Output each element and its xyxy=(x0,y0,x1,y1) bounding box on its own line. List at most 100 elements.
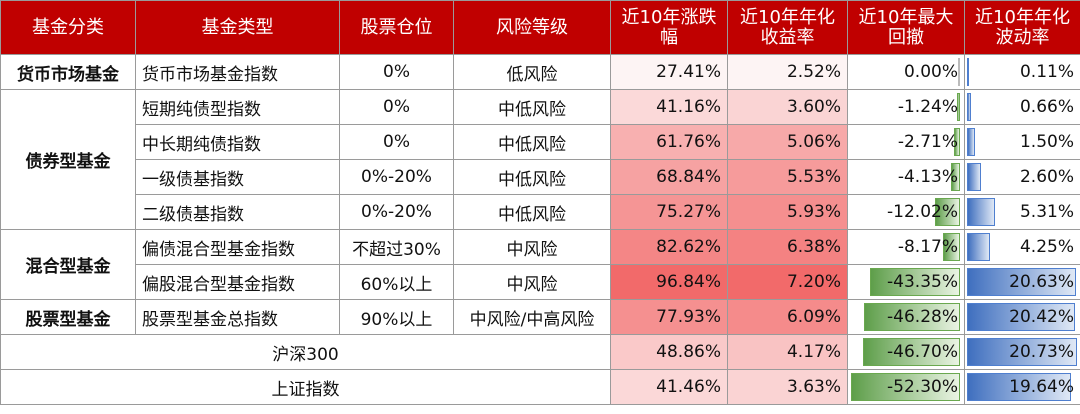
volatility-bar xyxy=(967,128,975,156)
header-category: 基金分类 xyxy=(0,0,136,55)
stock-position-cell: 60%以上 xyxy=(339,264,454,300)
risk-level-cell: 中低风险 xyxy=(453,124,611,160)
table-row: 货币市场基金 货币市场基金指数 0% 低风险 27.41% 2.52% 0.00% 0.11% xyxy=(0,54,1080,90)
drawdown-bar xyxy=(954,128,960,156)
drawdown-bar xyxy=(862,338,960,366)
volatility-cell: 4.25% xyxy=(964,229,1080,265)
volatility-value: 5.31% xyxy=(1019,202,1074,222)
stock-position-cell: 90%以上 xyxy=(339,299,454,335)
volatility-cell: 20.42% xyxy=(964,299,1080,335)
fund-type-cell: 偏股混合型基金指数 xyxy=(135,264,340,300)
change-cell: 68.84% xyxy=(610,159,728,195)
stock-position-cell: 0% xyxy=(339,124,454,160)
drawdown-value: -43.35% xyxy=(887,272,958,292)
change-cell: 41.16% xyxy=(610,89,728,125)
drawdown-value: 0.00% xyxy=(903,62,958,82)
change-cell: 27.41% xyxy=(610,54,728,90)
volatility-bar xyxy=(967,233,990,261)
drawdown-bar xyxy=(934,198,960,226)
volatility-value: 20.73% xyxy=(1009,342,1074,362)
annual-return-cell: 5.53% xyxy=(727,159,848,195)
stock-position-cell: 0%-20% xyxy=(339,159,454,195)
drawdown-bar xyxy=(958,58,960,86)
fund-type-cell: 短期纯债型指数 xyxy=(135,89,340,125)
annual-return-cell: 2.52% xyxy=(727,54,848,90)
fund-comparison-table: 基金分类 基金类型 股票仓位 风险等级 近10年涨跌 幅 近10年年化 收益率 … xyxy=(0,0,1080,405)
annual-return-cell: 4.17% xyxy=(727,334,848,370)
annual-return-cell: 6.38% xyxy=(727,229,848,265)
max-drawdown-cell: -4.13% xyxy=(847,159,965,195)
volatility-bar xyxy=(967,373,1072,401)
table-row: 混合型基金 偏债混合型基金指数 不超过30% 中风险 82.62% 6.38% -8.17%… xyxy=(0,229,1080,300)
table-row: 中长期纯债指数 0% 中低风险 61.76% 5.06% -2.71% 1.50% xyxy=(1,124,1080,160)
volatility-value: 19.64% xyxy=(1009,377,1074,397)
volatility-value: 2.60% xyxy=(1019,167,1074,187)
max-drawdown-cell: -2.71% xyxy=(847,124,965,160)
fund-type-cell: 一级债基指数 xyxy=(135,159,340,195)
change-cell: 48.86% xyxy=(610,334,728,370)
change-cell: 61.76% xyxy=(610,124,728,160)
risk-level-cell: 低风险 xyxy=(453,54,611,90)
volatility-value: 0.11% xyxy=(1019,62,1074,82)
drawdown-bar xyxy=(863,303,960,331)
volatility-bar xyxy=(967,93,971,121)
category-cell: 货币市场基金 xyxy=(0,54,136,90)
max-drawdown-cell: -1.24% xyxy=(847,89,965,125)
risk-level-cell: 中低风险 xyxy=(453,194,611,230)
max-drawdown-cell: -46.28% xyxy=(847,299,965,335)
header-10y-max-drawdown: 近10年最大 回撤 xyxy=(847,0,965,55)
index-name-cell: 上证指数 xyxy=(0,369,611,405)
volatility-cell: 20.73% xyxy=(964,334,1080,370)
volatility-cell: 2.60% xyxy=(964,159,1080,195)
volatility-cell: 0.11% xyxy=(964,54,1080,90)
volatility-value: 20.42% xyxy=(1009,307,1074,327)
risk-level-cell: 中低风险 xyxy=(453,89,611,125)
risk-level-cell: 中低风险 xyxy=(453,159,611,195)
volatility-bar xyxy=(967,303,1076,331)
change-cell: 77.93% xyxy=(610,299,728,335)
table-row: 偏股混合型基金指数 60%以上 中风险 96.84% 7.20% -43.35% 20.63… xyxy=(1,264,1080,300)
max-drawdown-cell: -52.30% xyxy=(847,369,965,405)
drawdown-bar xyxy=(951,163,960,191)
table-row: 二级债基指数 0%-20% 中低风险 75.27% 5.93% -12.02% 5.31% xyxy=(1,194,1080,230)
table-row: 上证指数 41.46% 3.63% -52.30% 19.64% xyxy=(0,369,1080,405)
change-cell: 41.46% xyxy=(610,369,728,405)
volatility-value: 4.25% xyxy=(1019,237,1074,257)
annual-return-cell: 3.63% xyxy=(727,369,848,405)
volatility-bar xyxy=(967,58,969,86)
table-row: 沪深300 48.86% 4.17% -46.70% 20.73% xyxy=(0,334,1080,370)
risk-level-cell: 中风险 xyxy=(453,264,611,300)
fund-type-cell: 股票型基金总指数 xyxy=(135,299,340,335)
drawdown-value: -8.17% xyxy=(897,237,958,257)
risk-level-cell: 中风险 xyxy=(453,229,611,265)
volatility-bar xyxy=(967,198,996,226)
volatility-bar xyxy=(967,338,1077,366)
annual-return-cell: 5.06% xyxy=(727,124,848,160)
header-10y-annual-volatility: 近10年年化 波动率 xyxy=(964,0,1080,55)
drawdown-value: -46.28% xyxy=(887,307,958,327)
risk-level-cell: 中风险/中高风险 xyxy=(453,299,611,335)
annual-return-cell: 7.20% xyxy=(727,264,848,300)
volatility-cell: 20.63% xyxy=(964,264,1080,300)
max-drawdown-cell: -8.17% xyxy=(847,229,965,265)
change-cell: 96.84% xyxy=(610,264,728,300)
index-name-cell: 沪深300 xyxy=(0,334,611,370)
volatility-bar xyxy=(967,268,1077,296)
header-risk-level: 风险等级 xyxy=(453,0,611,55)
fund-type-cell: 货币市场基金指数 xyxy=(135,54,340,90)
fund-type-cell: 中长期纯债指数 xyxy=(135,124,340,160)
category-cell: 混合型基金 xyxy=(0,229,136,300)
annual-return-cell: 5.93% xyxy=(727,194,848,230)
fund-type-cell: 二级债基指数 xyxy=(135,194,340,230)
volatility-cell: 5.31% xyxy=(964,194,1080,230)
volatility-cell: 19.64% xyxy=(964,369,1080,405)
table-row: 一级债基指数 0%-20% 中低风险 68.84% 5.53% -4.13% 2.60% xyxy=(1,159,1080,195)
volatility-value: 20.63% xyxy=(1009,272,1074,292)
change-cell: 82.62% xyxy=(610,229,728,265)
header-10y-annual-return: 近10年年化 收益率 xyxy=(727,0,848,55)
max-drawdown-cell: -43.35% xyxy=(847,264,965,300)
max-drawdown-cell: -46.70% xyxy=(847,334,965,370)
drawdown-value: -12.02% xyxy=(887,202,958,222)
drawdown-value: -2.71% xyxy=(897,132,958,152)
annual-return-cell: 6.09% xyxy=(727,299,848,335)
